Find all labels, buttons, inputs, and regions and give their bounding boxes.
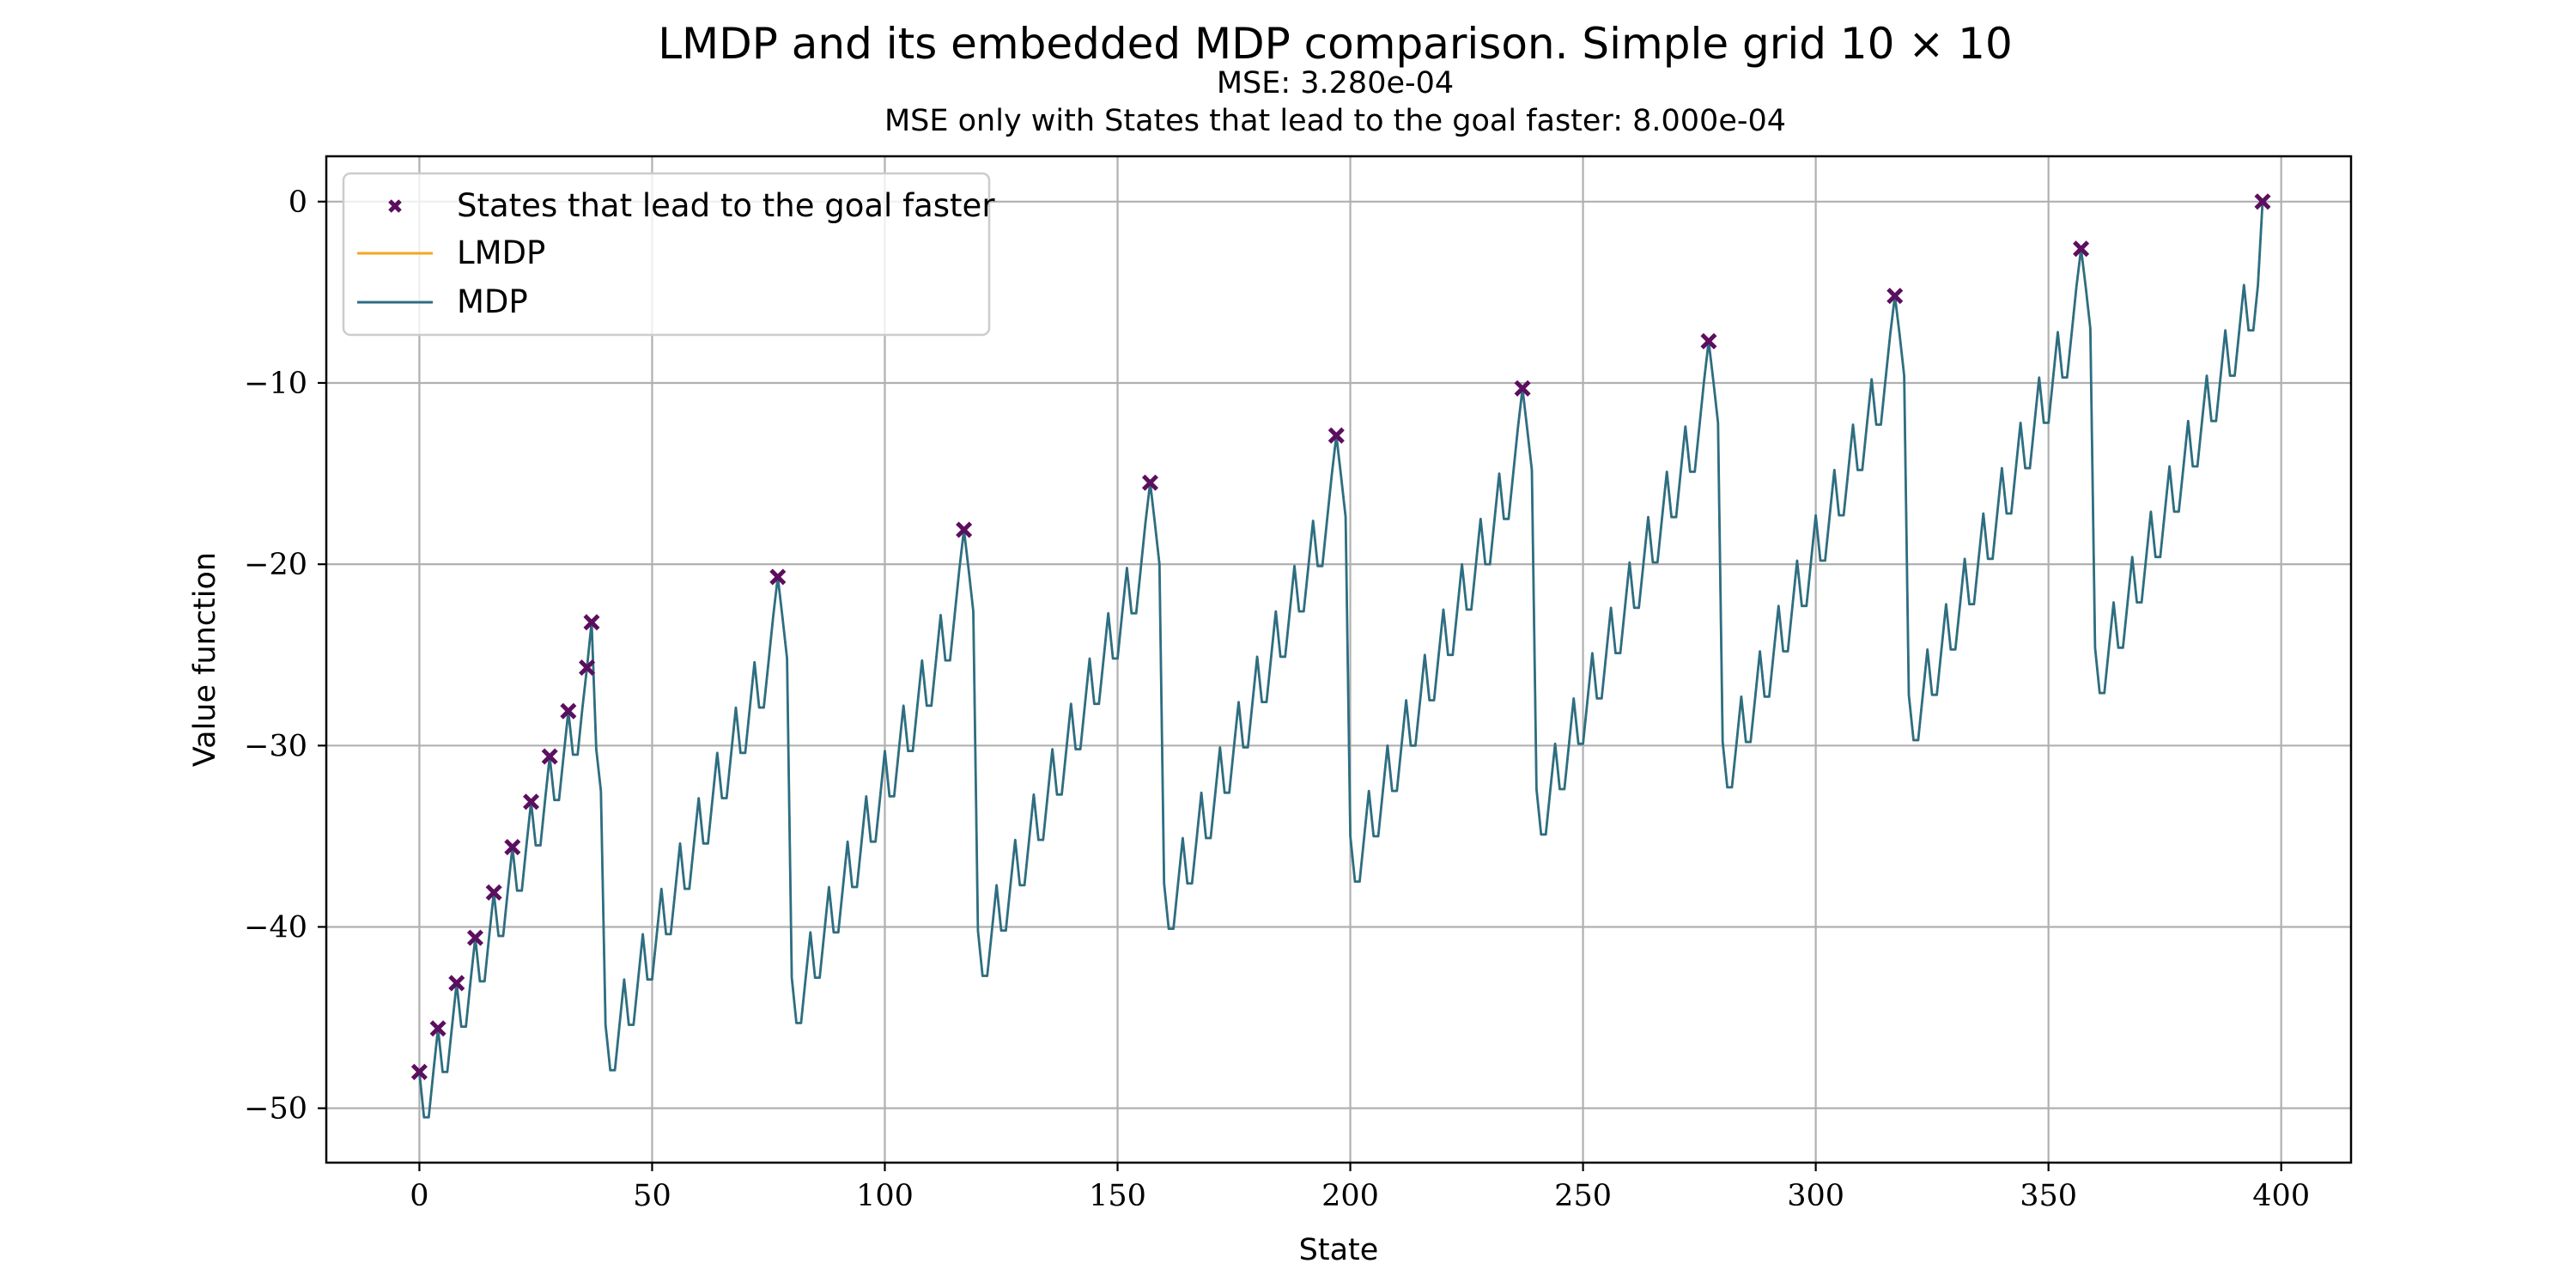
goal-state-marker <box>583 614 600 631</box>
goal-state-marker <box>560 702 577 720</box>
y-tick-label: −30 <box>244 729 307 763</box>
goal-state-marker <box>1886 288 1904 305</box>
chart-title: LMDP and its embedded MDP comparison. Si… <box>658 19 2013 69</box>
legend-label-lmdp: LMDP <box>457 234 545 271</box>
goal-state-marker <box>410 1063 428 1080</box>
x-tick-label: 200 <box>1321 1179 1379 1213</box>
x-tick-label: 50 <box>633 1179 671 1213</box>
lmdp-line <box>418 201 2264 1119</box>
goal-state-marker <box>769 568 787 586</box>
marker-series <box>410 193 2271 1080</box>
goal-state-marker <box>504 839 521 856</box>
y-tick-label: 0 <box>289 185 307 220</box>
goal-state-marker <box>956 521 973 538</box>
mdp-line <box>418 201 2264 1119</box>
x-tick-label: 250 <box>1554 1179 1612 1213</box>
goal-state-marker <box>1327 427 1345 444</box>
plot-frame <box>325 155 2353 1164</box>
y-axis-ticks: −50 −40 −30 −20 −10 0 <box>244 185 326 1127</box>
chart-subtitle-mse: MSE: 3.280e-04 <box>1217 66 1454 100</box>
y-tick-label: −20 <box>244 548 307 582</box>
x-tick-label: 400 <box>2252 1179 2310 1213</box>
goal-state-marker <box>541 748 558 765</box>
mdp-series <box>418 201 2264 1119</box>
x-axis-ticks: 0 50 100 150 200 250 300 350 400 <box>410 1163 2310 1213</box>
legend: States that lead to the goal faster LMDP… <box>342 172 995 337</box>
legend-label-mdp: MDP <box>457 283 528 320</box>
goal-state-marker <box>1514 380 1531 397</box>
x-tick-label: 0 <box>410 1179 428 1213</box>
y-tick-label: −50 <box>244 1092 307 1127</box>
x-tick-label: 300 <box>1787 1179 1844 1213</box>
goal-state-marker <box>2254 193 2271 210</box>
legend-marker-swatch <box>388 199 402 213</box>
goal-state-marker <box>466 929 483 946</box>
goal-state-marker <box>579 659 596 677</box>
goal-state-marker <box>1700 332 1717 349</box>
goal-state-marker <box>485 884 502 901</box>
chart-subtitle-mse-goal: MSE only with States that lead to the go… <box>884 104 1786 138</box>
x-tick-label: 350 <box>2020 1179 2077 1213</box>
x-axis-label: State <box>1299 1233 1379 1267</box>
legend-label-goal-states: States that lead to the goal faster <box>457 187 995 224</box>
goal-state-marker <box>429 1020 447 1037</box>
goal-state-marker <box>522 793 540 811</box>
goal-state-marker <box>1141 474 1158 491</box>
legend-box <box>342 172 991 337</box>
goal-state-marker <box>2073 240 2090 258</box>
y-axis-label: Value function <box>188 552 222 767</box>
grid <box>326 156 2351 1163</box>
y-tick-label: −10 <box>244 367 307 401</box>
x-tick-label: 150 <box>1089 1179 1146 1213</box>
lmdp-series <box>418 201 2264 1119</box>
goal-state-marker <box>448 975 465 992</box>
x-tick-label: 100 <box>856 1179 914 1213</box>
y-tick-label: −40 <box>244 910 307 945</box>
